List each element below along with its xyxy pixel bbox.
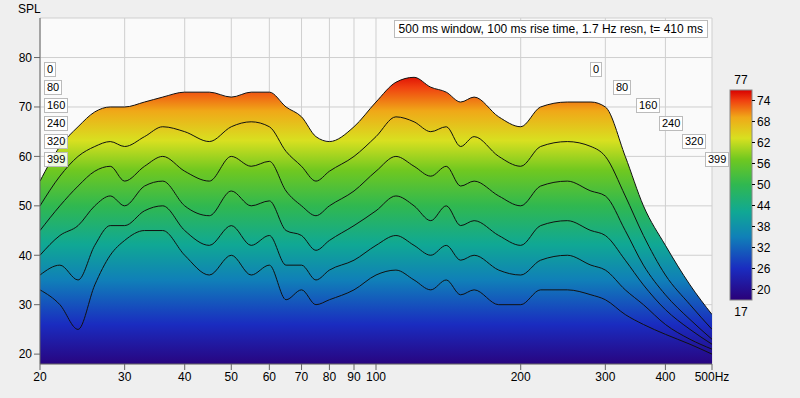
svg-text:30: 30 xyxy=(19,298,33,312)
svg-text:56: 56 xyxy=(757,157,771,171)
html-text:320: 320 xyxy=(685,135,704,147)
svg-text:300: 300 xyxy=(595,370,615,384)
svg-text:200: 200 xyxy=(511,370,531,384)
svg-text:30: 30 xyxy=(118,370,132,384)
svg-text:80: 80 xyxy=(19,51,33,65)
html-text:399: 399 xyxy=(708,153,727,165)
svg-text:17: 17 xyxy=(734,305,748,319)
svg-text:20: 20 xyxy=(19,347,33,361)
html-text:240: 240 xyxy=(47,117,66,129)
svg-text:62: 62 xyxy=(757,136,771,150)
html-text:160: 160 xyxy=(47,99,66,111)
svg-text:74: 74 xyxy=(757,94,771,108)
html-text:240: 240 xyxy=(662,117,681,129)
html-text:80: 80 xyxy=(616,81,629,93)
svg-text:80: 80 xyxy=(323,370,337,384)
svg-text:50: 50 xyxy=(225,370,239,384)
svg-text:70: 70 xyxy=(19,100,33,114)
svg-text:26: 26 xyxy=(757,262,771,276)
svg-text:32: 32 xyxy=(757,241,771,255)
svg-text:77: 77 xyxy=(734,73,748,87)
svg-text:50: 50 xyxy=(19,199,33,213)
html-text:320: 320 xyxy=(47,135,66,147)
html-text:500 ms window, 100 ms rise tim: 500 ms window, 100 ms rise time, 1.7 Hz … xyxy=(398,22,703,36)
svg-text:68: 68 xyxy=(757,115,771,129)
svg-text:40: 40 xyxy=(19,249,33,263)
svg-text:100: 100 xyxy=(366,370,386,384)
svg-text:90: 90 xyxy=(347,370,361,384)
svg-text:38: 38 xyxy=(757,220,771,234)
html-text:0: 0 xyxy=(593,63,600,75)
svg-text:20: 20 xyxy=(33,370,47,384)
svg-text:40: 40 xyxy=(178,370,192,384)
svg-text:50: 50 xyxy=(757,178,771,192)
html-text:SPL: SPL xyxy=(18,2,41,16)
svg-text:70: 70 xyxy=(295,370,309,384)
html-text:80: 80 xyxy=(47,81,60,93)
svg-text:60: 60 xyxy=(19,150,33,164)
svg-text:44: 44 xyxy=(757,199,771,213)
svg-text:500Hz: 500Hz xyxy=(695,370,730,384)
html-text:160: 160 xyxy=(639,99,658,111)
html-text:0: 0 xyxy=(47,63,54,75)
svg-text:20: 20 xyxy=(757,283,771,297)
svg-text:400: 400 xyxy=(655,370,675,384)
svg-text:60: 60 xyxy=(263,370,277,384)
html-text:399: 399 xyxy=(47,153,66,165)
